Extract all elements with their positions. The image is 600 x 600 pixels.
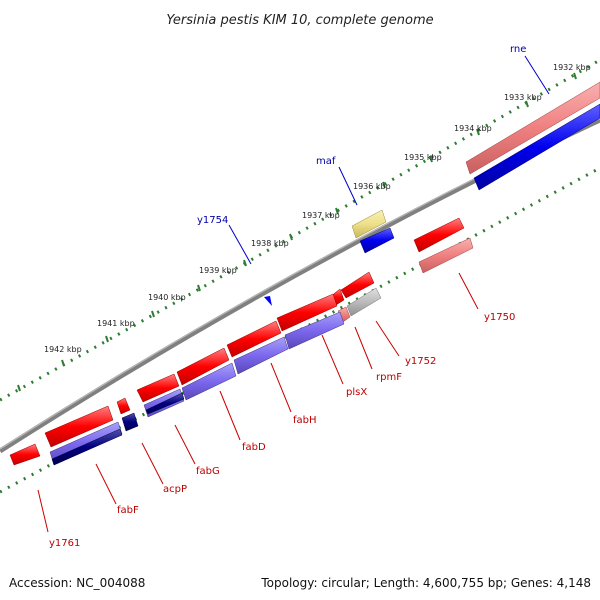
- gene-label-y1761[interactable]: y1761: [49, 538, 80, 549]
- kbp-label: 1936 kbp: [353, 182, 391, 191]
- map-title: Yersinia pestis KIM 10, complete genome: [166, 13, 433, 28]
- gene-plsX[interactable]: [284, 311, 345, 350]
- upper-feature-genes: [264, 103, 600, 306]
- gene-label-fabD[interactable]: fabD: [242, 442, 266, 453]
- kbp-label: 1934 kbp: [454, 124, 492, 133]
- gene-rne[interactable]: [465, 81, 600, 175]
- gene-fabG-forward[interactable]: [176, 347, 230, 386]
- gene-acpP[interactable]: [121, 412, 139, 432]
- gene-label-fabH[interactable]: fabH: [293, 415, 317, 426]
- gene-acpP-forward[interactable]: [136, 373, 180, 403]
- gene-label-fabG[interactable]: fabG: [196, 466, 220, 477]
- gene-fabF-forward[interactable]: [44, 405, 114, 448]
- gene-maf-reverse[interactable]: [359, 227, 395, 254]
- kbp-scale-labels: 1932 kbp 1933 kbp 1934 kbp 1935 kbp 1936…: [44, 63, 591, 354]
- gene-y1750-forward[interactable]: [413, 217, 465, 253]
- gene-fabD[interactable]: [181, 362, 237, 401]
- gene-fabH[interactable]: [233, 336, 289, 375]
- lower-leader-lines: [37, 272, 479, 533]
- kbp-label: 1935 kbp: [404, 153, 442, 162]
- kbp-label: 1932 kbp: [553, 63, 591, 72]
- gene-label-rpmF[interactable]: rpmF: [376, 372, 402, 383]
- inner-tick-track: [0, 166, 600, 494]
- gene-label-y1754[interactable]: y1754: [197, 215, 228, 226]
- gene-y1752[interactable]: [346, 287, 382, 317]
- gene-rne-reverse[interactable]: [473, 103, 600, 191]
- gene-fabF-dark[interactable]: [51, 428, 123, 466]
- kbp-label: 1939 kbp: [199, 266, 237, 275]
- gene-label-maf[interactable]: maf: [316, 156, 336, 167]
- gene-maf[interactable]: [351, 209, 387, 239]
- forward-strand-genes: [9, 81, 600, 466]
- accession-text: Accession: NC_004088: [9, 576, 146, 590]
- gene-y1750[interactable]: [418, 237, 474, 274]
- topology-summary-text: Topology: circular; Length: 4,600,755 bp…: [261, 576, 591, 590]
- outer-tick-track: [0, 58, 600, 402]
- gene-fabH-forward[interactable]: [276, 293, 338, 332]
- lower-gene-labels: y1750 y1752 rpmF plsX fabH fabD fabG acp…: [49, 312, 515, 549]
- gene-fabG-dark[interactable]: [145, 392, 185, 415]
- kbp-label: 1940 kbp: [148, 293, 186, 302]
- gene-fabF-small-forward[interactable]: [116, 397, 131, 415]
- gene-label-fabF[interactable]: fabF: [117, 505, 139, 516]
- major-ticks: [17, 72, 577, 392]
- gene-label-y1752[interactable]: y1752: [405, 356, 436, 367]
- upper-leader-lines: [228, 55, 550, 265]
- gene-label-rne[interactable]: rne: [510, 44, 526, 55]
- kbp-label: 1941 kbp: [97, 319, 135, 328]
- gene-label-acpP[interactable]: acpP: [163, 484, 187, 495]
- upper-gene-labels: rne maf y1754: [197, 44, 526, 226]
- gene-y1761-forward[interactable]: [9, 443, 41, 466]
- gene-y1754-marker[interactable]: [264, 296, 272, 306]
- kbp-label: 1933 kbp: [504, 93, 542, 102]
- kbp-label: 1937 kbp: [302, 211, 340, 220]
- gene-fabD-forward[interactable]: [226, 320, 282, 358]
- gene-label-y1750[interactable]: y1750: [484, 312, 515, 323]
- kbp-label: 1942 kbp: [44, 345, 82, 354]
- reverse-strand-genes: [49, 287, 382, 466]
- gene-y1752-forward[interactable]: [340, 271, 375, 299]
- gene-label-plsX[interactable]: plsX: [346, 387, 367, 398]
- kbp-label: 1938 kbp: [251, 239, 289, 248]
